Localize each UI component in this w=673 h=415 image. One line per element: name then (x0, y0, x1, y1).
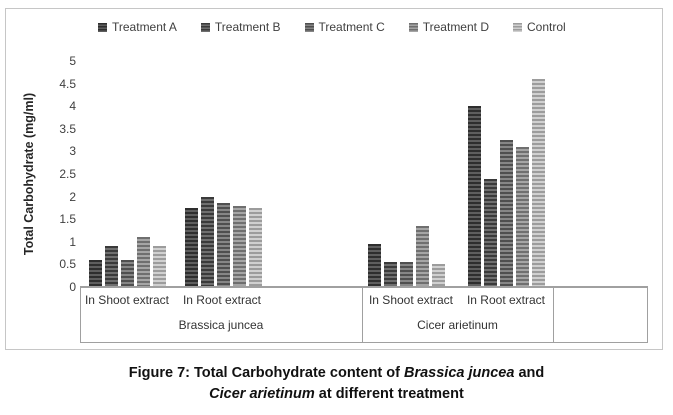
bar-treatment-a-g4 (468, 106, 481, 287)
y-tick-label: 3 (69, 144, 76, 159)
section-label: Brassica juncea (178, 318, 264, 332)
y-tick-label: 1.5 (59, 212, 76, 227)
bar-treatment-c-g1 (121, 259, 134, 287)
bar-treatment-a-g1 (89, 259, 102, 287)
caption-species-1: Brassica juncea (404, 365, 515, 381)
y-tick-label: 5 (69, 54, 76, 68)
category-box-left-border (80, 287, 81, 343)
legend-item: Treatment C (304, 20, 385, 34)
figure-caption: Figure 7: Total Carbohydrate content of … (0, 363, 673, 405)
category-divider-1 (362, 287, 363, 343)
category-box-right-border (647, 287, 648, 343)
legend-item: Treatment A (98, 20, 177, 34)
category-divider-2 (553, 287, 554, 343)
bar-treatment-c-g3 (400, 262, 413, 287)
bar-treatment-b-g1 (105, 246, 118, 287)
legend-label: Treatment A (112, 20, 177, 34)
section-label: Cicer arietinum (417, 318, 498, 332)
legend-item: Control (513, 20, 566, 34)
y-tick-label: 3.5 (59, 121, 76, 136)
bar-treatment-c-g2 (217, 203, 230, 287)
category-label: In Shoot extract (368, 293, 454, 307)
bar-treatment-d-g1 (137, 237, 150, 287)
caption-text: Figure 7: Total Carbohydrate content of (128, 365, 404, 381)
x-axis-baseline (80, 286, 648, 288)
legend-item: Treatment D (408, 20, 489, 34)
bar-control-g4 (532, 79, 545, 287)
bar-control-g1 (153, 246, 166, 287)
bar-control-g3 (432, 264, 445, 287)
legend-swatch-icon (408, 22, 418, 32)
legend-label: Treatment D (422, 20, 489, 34)
legend-swatch-icon (200, 22, 210, 32)
chart-legend: Treatment A Treatment B Treatment C Treatme… (98, 19, 590, 35)
y-tick-label: 4 (69, 99, 76, 114)
legend-label: Control (527, 20, 566, 34)
category-label: In Root extract (466, 293, 546, 307)
y-axis-title-text: Total Carbohydrate (mg/ml) (22, 92, 36, 256)
category-label: In Shoot extract (84, 293, 170, 307)
y-tick-label: 4.5 (59, 76, 76, 91)
category-label: In Root extract (182, 293, 262, 307)
legend-label: Treatment C (318, 20, 385, 34)
legend-item: Treatment B (200, 20, 281, 34)
legend-swatch-icon (98, 22, 107, 32)
caption-line-2: Cicer arietinum at different treatment (0, 384, 673, 405)
bar-treatment-a-g2 (185, 207, 198, 287)
legend-label: Treatment B (214, 20, 281, 34)
bar-treatment-b-g4 (484, 178, 497, 287)
y-tick-label: 0 (69, 280, 76, 294)
caption-species-2: Cicer arietinum (209, 386, 315, 402)
bar-treatment-c-g4 (500, 140, 513, 287)
caption-line-1: Figure 7: Total Carbohydrate content of … (0, 363, 673, 384)
bar-treatment-d-g4 (516, 146, 529, 287)
y-tick-label: 2 (69, 189, 76, 204)
bar-treatment-b-g3 (384, 262, 397, 287)
bar-treatment-d-g3 (416, 225, 429, 287)
legend-swatch-icon (513, 22, 522, 32)
bar-treatment-d-g2 (233, 205, 246, 287)
legend-swatch-icon (304, 22, 314, 32)
y-tick-label: 1 (69, 234, 76, 249)
bar-treatment-b-g2 (201, 196, 214, 287)
caption-text: and (514, 365, 545, 381)
y-tick-label: 0.5 (59, 257, 76, 272)
bar-treatment-a-g3 (368, 244, 381, 287)
y-tick-label: 2.5 (59, 167, 76, 181)
category-box-bottom-border (80, 342, 648, 343)
caption-text: at different treatment (314, 386, 464, 402)
bar-control-g2 (249, 207, 262, 287)
